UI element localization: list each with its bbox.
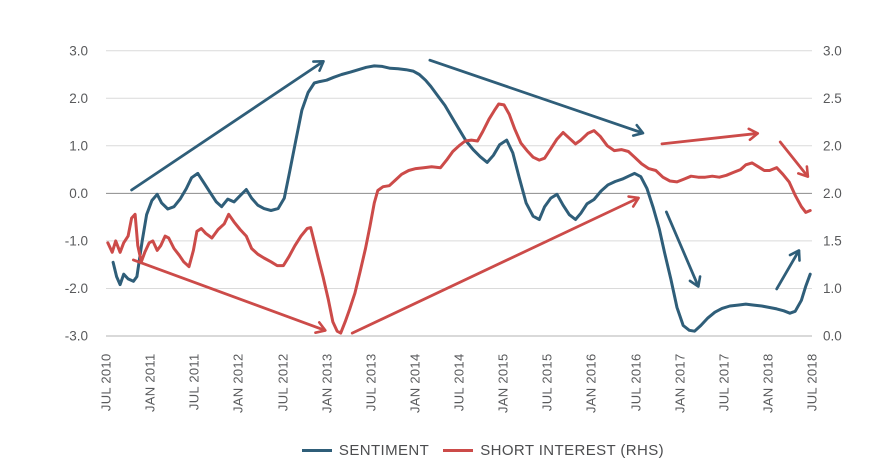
left-axis-tick-label: 3.0 — [69, 43, 88, 58]
legend-label-sentiment: SENTIMENT — [338, 442, 430, 459]
trend-arrow-sentiment — [428, 58, 645, 137]
trend-arrow-short-interest — [660, 127, 760, 146]
right-axis-tick-label: 1.5 — [823, 234, 842, 249]
x-axis-tick-label: JAN 2013 — [319, 353, 335, 414]
x-axis-tick-label: JAN 2016 — [583, 353, 599, 414]
sentiment-line-swatch — [301, 449, 332, 452]
x-axis-tick-label: JUL 2015 — [539, 353, 555, 412]
x-axis-tick-label: JUL 2018 — [804, 353, 820, 412]
trend-arrow-sentiment — [775, 249, 801, 291]
right-axis-tick-label: 2.0 — [823, 139, 842, 154]
x-axis-tick-label: JAN 2011 — [142, 353, 158, 413]
right-axis-tick-label: 0.0 — [823, 329, 842, 344]
series-line-sentiment — [111, 64, 812, 333]
left-axis-tick-label: 0.0 — [69, 186, 88, 201]
x-axis-tick-label: JAN 2012 — [230, 353, 246, 414]
x-axis-tick-label: JUL 2011 — [186, 353, 202, 411]
left-axis-tick-label: 2.0 — [69, 91, 88, 106]
x-axis-tick-label: JAN 2014 — [407, 353, 423, 414]
legend-item-sentiment: SENTIMENT — [301, 442, 430, 459]
left-axis-tick-label: -3.0 — [65, 329, 88, 344]
right-axis-tick-label: 2.5 — [823, 91, 842, 106]
right-axis-tick-label: 1.0 — [823, 281, 842, 296]
right-axis-tick-label: 3.0 — [823, 43, 842, 58]
x-axis-tick-label: JUL 2014 — [451, 353, 467, 412]
trend-arrow-short-interest — [350, 195, 640, 335]
series-line-short-interest — [106, 102, 812, 335]
right-axis-tick-label: 2.0 — [823, 186, 842, 201]
left-axis-tick-label: 1.0 — [69, 139, 88, 154]
chart-legend: SENTIMENT SHORT INTEREST (RHS) — [48, 442, 870, 459]
legend-item-short-interest: SHORT INTEREST (RHS) — [443, 442, 664, 459]
x-axis-tick-label: JUL 2016 — [628, 353, 643, 412]
x-axis-tick-label: JAN 2017 — [672, 353, 688, 414]
x-axis-tick-label: JUL 2013 — [363, 353, 379, 412]
x-axis-tick-label: JAN 2018 — [760, 353, 776, 414]
legend-label-short-interest: SHORT INTEREST (RHS) — [480, 442, 665, 459]
left-axis-tick-label: -1.0 — [65, 234, 88, 249]
x-axis-tick-label: JUL 2017 — [716, 353, 732, 412]
trend-arrow-sentiment — [664, 210, 702, 288]
left-axis-tick-label: -2.0 — [65, 281, 88, 296]
x-axis-tick-label: JUL 2010 — [98, 353, 114, 412]
trend-arrow-short-interest — [131, 258, 327, 334]
short-interest-line-swatch — [443, 449, 474, 452]
x-axis-tick-label: JAN 2015 — [495, 353, 511, 414]
trend-arrow-sentiment — [130, 60, 325, 192]
trend-arrow-short-interest — [778, 140, 810, 178]
x-axis-tick-label: JUL 2012 — [275, 353, 290, 412]
